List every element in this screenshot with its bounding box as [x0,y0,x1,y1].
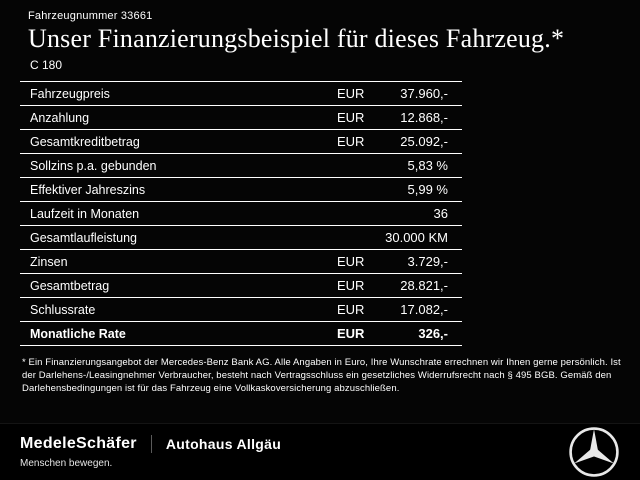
table-row: Schlussrate EUR 17.082,- [20,297,462,321]
vehicle-model: C 180 [30,58,63,72]
dealer-block: MedeleSchäfer Autohaus Allgäu Menschen b… [20,435,281,469]
row-label: Schlussrate [30,302,96,317]
row-currency: EUR [337,134,365,149]
row-currency: EUR [337,110,365,125]
main-content: Fahrzeugnummer 33661 Unser Finanzierungs… [20,10,621,394]
row-value: 36 [433,206,448,221]
dealer-logo-autohaus-allgaeu: Autohaus Allgäu [165,436,282,452]
legal-footnote: * Ein Finanzierungsangebot der Mercedes-… [22,357,621,394]
row-value: 28.821,- [400,278,448,293]
row-label: Gesamtkreditbetrag [30,134,140,149]
vertical-divider [150,435,152,453]
row-value: 326,- [418,326,448,341]
row-currency: EUR [337,326,365,341]
row-value: 25.092,- [400,134,448,149]
table-row: Fahrzeugpreis EUR 37.960,- [20,81,462,105]
vehicle-number: Fahrzeugnummer 33661 [28,10,153,22]
row-label: Laufzeit in Monaten [30,206,140,221]
row-label: Fahrzeugpreis [30,86,110,101]
financing-table: Fahrzeugpreis EUR 37.960,- Anzahlung EUR… [20,81,462,346]
page-title: Unser Finanzierungsbeispiel für dieses F… [28,24,565,53]
row-label: Sollzins p.a. gebunden [30,158,157,173]
row-value: 5,99 % [407,182,448,197]
row-currency: EUR [337,278,365,293]
row-value: 37.960,- [400,86,448,101]
row-value: 3.729,- [407,254,448,269]
row-label: Anzahlung [30,110,90,125]
row-value: 5,83 % [407,158,448,173]
row-value: 12.868,- [400,110,448,125]
row-label: Monatliche Rate [30,326,126,341]
dealer-logos: MedeleSchäfer Autohaus Allgäu [20,435,281,453]
table-row: Gesamtkreditbetrag EUR 25.092,- [20,129,462,153]
table-row: Sollzins p.a. gebunden 5,83 % [20,153,462,177]
footer-bar: MedeleSchäfer Autohaus Allgäu Menschen b… [0,423,640,480]
table-row: Laufzeit in Monaten 36 [20,201,462,225]
mercedes-star-icon [569,427,619,477]
row-label: Gesamtlaufleistung [30,230,138,245]
row-currency: EUR [337,254,365,269]
table-row: Anzahlung EUR 12.868,- [20,105,462,129]
dealer-tagline: Menschen bewegen. [20,458,113,469]
row-value: 30.000 KM [385,230,448,245]
table-row: Effektiver Jahreszins 5,99 % [20,177,462,201]
row-label: Zinsen [30,254,68,269]
row-value: 17.082,- [400,302,448,317]
table-row-monthly-rate: Monatliche Rate EUR 326,- [20,321,462,345]
row-currency: EUR [337,86,365,101]
table-row: Gesamtbetrag EUR 28.821,- [20,273,462,297]
row-currency: EUR [337,302,365,317]
table-row: Zinsen EUR 3.729,- [20,249,462,273]
row-label: Gesamtbetrag [30,278,110,293]
table-row: Gesamtlaufleistung 30.000 KM [20,225,462,249]
row-label: Effektiver Jahreszins [30,182,146,197]
dealer-logo-medele-schaefer: MedeleSchäfer [20,435,137,452]
brand-area [568,426,620,478]
